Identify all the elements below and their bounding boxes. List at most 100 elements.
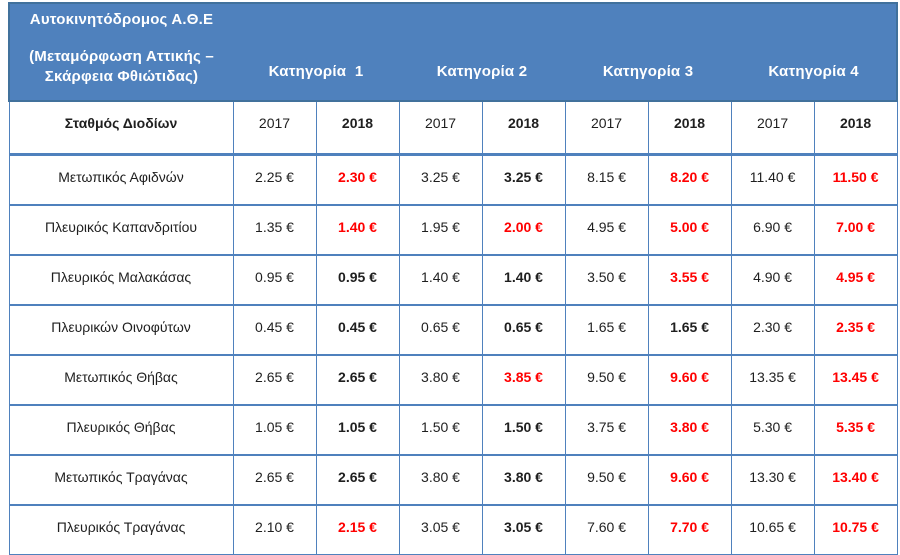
price-cell: 3.80 € [398, 454, 483, 506]
price-cell: 3.80 € [647, 404, 732, 456]
table-row: Πλευρικός Θήβας 1.05 €1.05 €1.50 €1.50 €3… [8, 404, 898, 456]
category-4-label: Κατηγορία 4 [768, 63, 859, 80]
price-cell: 0.65 € [481, 304, 566, 356]
price-cell: 9.60 € [647, 454, 732, 506]
station-column-header: Σταθμός Διοδίων [8, 100, 234, 156]
category-1-label: Κατηγορία 1 [268, 63, 364, 80]
price-cell: 3.25 € [398, 153, 483, 206]
price-cell: 1.95 € [398, 204, 483, 256]
price-cell: 2.65 € [232, 354, 317, 406]
price-cell: 2.00 € [481, 204, 566, 256]
price-cell: 1.35 € [232, 204, 317, 256]
price-cell: 10.75 € [813, 504, 898, 555]
price-cell: 8.20 € [647, 153, 732, 206]
category-2-label: Κατηγορία 2 [436, 63, 528, 80]
price-cell: 3.05 € [481, 504, 566, 555]
category-1-header: Κατηγορία 1 [233, 2, 400, 102]
price-cell: 1.50 € [481, 404, 566, 456]
price-cell: 2.30 € [730, 304, 815, 356]
table-row: Μετωπικός Αφιδνών 2.25 €2.30 €3.25 €3.25 … [8, 153, 898, 206]
year-header: 2017 [232, 100, 317, 156]
price-cell: 11.40 € [730, 153, 815, 206]
price-cell: 2.25 € [232, 153, 317, 206]
price-cell: 3.25 € [481, 153, 566, 206]
price-cell: 13.35 € [730, 354, 815, 406]
price-cell: 3.80 € [398, 354, 483, 406]
table-row: Πλευρικός Καπανδριτίου 1.35 €1.40 €1.95 €… [8, 204, 898, 256]
price-cell: 1.40 € [315, 204, 400, 256]
year-header: 2018 [647, 100, 732, 156]
station-name: Μετωπικός Θήβας [8, 354, 234, 406]
station-name: Πλευρικός Τραγάνας [8, 504, 234, 555]
year-header: 2018 [481, 100, 566, 156]
price-cell: 9.60 € [647, 354, 732, 406]
station-name: Πλευρικός Μαλακάσας [8, 254, 234, 306]
route-line-1: (Μεταμόρφωση Αττικής – [29, 48, 214, 65]
price-cell: 13.45 € [813, 354, 898, 406]
price-cell: 0.65 € [398, 304, 483, 356]
table-row: Μετωπικός Θήβας 2.65 €2.65 €3.80 €3.85 €9… [8, 354, 898, 406]
station-name: Μετωπικός Αφιδνών [8, 153, 234, 206]
price-cell: 0.95 € [232, 254, 317, 306]
price-cell: 4.90 € [730, 254, 815, 306]
price-cell: 13.40 € [813, 454, 898, 506]
price-cell: 1.05 € [315, 404, 400, 456]
price-cell: 2.35 € [813, 304, 898, 356]
price-cell: 10.65 € [730, 504, 815, 555]
price-cell: 2.15 € [315, 504, 400, 555]
price-cell: 0.45 € [232, 304, 317, 356]
price-cell: 9.50 € [564, 354, 649, 406]
category-2-header: Κατηγορία 2 [399, 2, 566, 102]
category-4-header: Κατηγορία 4 [731, 2, 899, 102]
motorway-name: Αυτοκινητόδρομος Α.Θ.Ε [29, 11, 214, 28]
price-cell: 9.50 € [564, 454, 649, 506]
category-3-label: Κατηγορία 3 [602, 63, 694, 80]
table-row: Πλευρικός Τραγάνας 2.10 €2.15 €3.05 €3.05… [8, 504, 898, 555]
toll-rows: Μετωπικός Αφιδνών 2.25 €2.30 €3.25 €3.25 … [8, 153, 898, 555]
table-title-cell: Αυτοκινητόδρομος Α.Θ.Ε (Μεταμόρφωση Αττι… [8, 2, 233, 102]
price-cell: 0.45 € [315, 304, 400, 356]
price-cell: 3.55 € [647, 254, 732, 306]
price-cell: 3.05 € [398, 504, 483, 555]
toll-price-table: Αυτοκινητόδρομος Α.Θ.Ε (Μεταμόρφωση Αττι… [8, 2, 899, 555]
toll-price-sheet: Αυτοκινητόδρομος Α.Θ.Ε (Μεταμόρφωση Αττι… [8, 2, 899, 555]
category-header-row: Αυτοκινητόδρομος Α.Θ.Ε (Μεταμόρφωση Αττι… [8, 2, 899, 102]
year-header: 2017 [564, 100, 649, 156]
price-cell: 1.40 € [398, 254, 483, 306]
station-name: Πλευρικών Οινοφύτων [8, 304, 234, 356]
price-cell: 5.00 € [647, 204, 732, 256]
table-row: Πλευρικών Οινοφύτων 0.45 €0.45 €0.65 €0.6… [8, 304, 898, 356]
station-name: Πλευρικός Θήβας [8, 404, 234, 456]
price-cell: 7.70 € [647, 504, 732, 555]
table-row: Μετωπικός Τραγάνας 2.65 €2.65 €3.80 €3.80… [8, 454, 898, 506]
price-cell: 1.05 € [232, 404, 317, 456]
year-header: 2018 [813, 100, 898, 156]
price-cell: 2.65 € [315, 454, 400, 506]
price-cell: 3.85 € [481, 354, 566, 406]
price-cell: 3.75 € [564, 404, 649, 456]
price-cell: 1.40 € [481, 254, 566, 306]
station-name: Μετωπικός Τραγάνας [8, 454, 234, 506]
price-cell: 2.65 € [232, 454, 317, 506]
price-cell: 4.95 € [813, 254, 898, 306]
price-cell: 7.00 € [813, 204, 898, 256]
price-cell: 13.30 € [730, 454, 815, 506]
price-cell: 1.65 € [564, 304, 649, 356]
year-header-row: Σταθμός Διοδίων 2017 2018 2017 2018 2017… [8, 100, 898, 156]
price-cell: 6.90 € [730, 204, 815, 256]
price-cell: 2.30 € [315, 153, 400, 206]
price-cell: 1.50 € [398, 404, 483, 456]
price-cell: 2.10 € [232, 504, 317, 555]
table-title: Αυτοκινητόδρομος Α.Θ.Ε (Μεταμόρφωση Αττι… [10, 4, 233, 87]
price-cell: 3.80 € [481, 454, 566, 506]
price-cell: 5.30 € [730, 404, 815, 456]
station-name: Πλευρικός Καπανδριτίου [8, 204, 234, 256]
price-cell: 11.50 € [813, 153, 898, 206]
year-header: 2017 [730, 100, 815, 156]
table-row: Πλευρικός Μαλακάσας 0.95 €0.95 €1.40 €1.4… [8, 254, 898, 306]
price-cell: 8.15 € [564, 153, 649, 206]
price-cell: 1.65 € [647, 304, 732, 356]
price-cell: 5.35 € [813, 404, 898, 456]
price-cell: 2.65 € [315, 354, 400, 406]
price-cell: 4.95 € [564, 204, 649, 256]
